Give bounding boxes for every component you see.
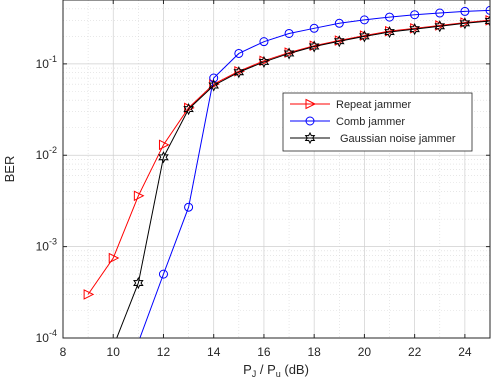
data-point-comb-jammer: [485, 5, 490, 15]
data-point-gaussian-noise-jammer: [484, 14, 490, 28]
data-point-repeat-jammer: [485, 14, 490, 26]
x-axis-title: PJ / Pu (dB): [243, 362, 309, 379]
y-tick-label: 10-3: [36, 237, 57, 254]
data-point-repeat-jammer: [83, 289, 95, 300]
data-point-comb-jammer: [410, 10, 420, 20]
x-tick-label: 14: [207, 345, 221, 359]
data-point-repeat-jammer: [108, 252, 120, 264]
data-point-comb-jammer: [359, 15, 369, 25]
y-tick-labels: 10-4 10-3 10-2 10-1: [36, 54, 57, 345]
data-point-comb-jammer: [158, 269, 168, 279]
data-point-gaussian-noise-jammer: [183, 102, 194, 116]
x-tick-label: 18: [307, 345, 321, 359]
legend-label-comb-jammer: Comb jammer: [336, 116, 405, 128]
series-line-repeat-jammer: [87, 19, 490, 295]
legend: Repeat jammer Comb jammer Gaussian noise j…: [282, 92, 473, 152]
data-point-repeat-jammer: [133, 190, 145, 202]
minor-grid: [63, 0, 491, 338]
data-point-comb-jammer: [259, 37, 269, 47]
data-point-gaussian-noise-jammer: [283, 47, 295, 60]
series-layer: [83, 5, 490, 338]
plot-frame: [62, 0, 491, 339]
data-point-comb-jammer: [309, 23, 319, 33]
axis-ticks: [62, 0, 490, 339]
series-line-comb-jammer: [139, 9, 490, 338]
data-point-gaussian-noise-jammer: [308, 40, 320, 53]
series-line-gaussian-noise-jammer: [116, 20, 490, 338]
data-point-gaussian-noise-jammer: [233, 66, 245, 79]
legend-box: [282, 92, 473, 152]
data-point-gaussian-noise-jammer: [434, 20, 446, 33]
data-point-comb-jammer: [209, 73, 219, 83]
y-tick-label: 10-2: [36, 145, 57, 162]
data-point-comb-jammer: [284, 28, 294, 38]
data-point-gaussian-noise-jammer: [384, 25, 395, 39]
legend-items: Repeat jammer Comb jammer Gaussian noise j…: [290, 98, 456, 145]
data-point-comb-jammer: [184, 202, 194, 212]
x-tick-labels: 8 10 12 14 16 18 20 22 24: [60, 345, 472, 359]
legend-marker-gaussian-noise-jammer: [304, 131, 316, 145]
legend-marker-comb-jammer: [305, 116, 315, 126]
x-tick-label: 22: [408, 345, 422, 359]
data-point-gaussian-noise-jammer: [158, 151, 169, 164]
series-comb-jammer: [136, 5, 490, 338]
legend-label-gaussian-noise-jammer: Gaussian noise jammer: [340, 133, 456, 145]
data-point-gaussian-noise-jammer: [359, 30, 370, 43]
data-point-repeat-jammer: [158, 139, 170, 151]
legend-marker-repeat-jammer: [305, 98, 317, 110]
data-point-comb-jammer: [460, 6, 470, 16]
data-point-gaussian-noise-jammer: [409, 23, 420, 36]
data-point-comb-jammer: [435, 8, 445, 18]
x-tick-label: 10: [107, 345, 121, 359]
data-point-comb-jammer: [136, 337, 141, 338]
data-point-comb-jammer: [334, 18, 344, 28]
y-tick-label: 10-4: [36, 328, 57, 345]
y-tick-label: 10-1: [36, 54, 57, 71]
data-point-gaussian-noise-jammer: [334, 35, 345, 48]
legend-label-repeat-jammer: Repeat jammer: [336, 99, 412, 111]
x-tick-label: 8: [60, 345, 67, 359]
x-tick-label: 24: [458, 345, 472, 359]
series-gaussian-noise-jammer: [116, 14, 490, 338]
data-point-gaussian-noise-jammer: [208, 79, 219, 92]
data-point-comb-jammer: [385, 12, 395, 22]
x-tick-label: 12: [157, 345, 171, 359]
x-tick-label: 20: [358, 345, 372, 359]
data-point-gaussian-noise-jammer: [133, 276, 144, 290]
y-axis-title: BER: [2, 156, 17, 183]
data-point-comb-jammer: [234, 48, 244, 58]
data-point-gaussian-noise-jammer: [258, 55, 270, 69]
x-tick-label: 16: [257, 345, 271, 359]
data-point-gaussian-noise-jammer: [459, 17, 471, 30]
plot-background: [63, 0, 490, 338]
